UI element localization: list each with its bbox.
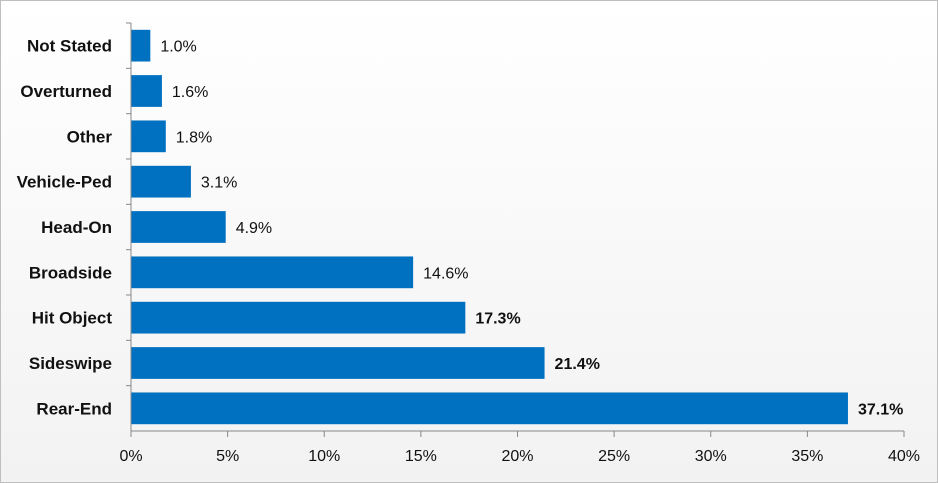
bar-hit-object [131,301,466,334]
bar-other [131,120,166,153]
category-label-sideswipe: Sideswipe [29,354,112,373]
category-label-vehicle-ped: Vehicle-Ped [17,173,112,192]
x-tick-label-25: 25% [598,448,630,465]
value-label-overturned: 1.6% [172,84,208,101]
bar-sideswipe [131,347,545,379]
x-tick-label-0: 0% [119,448,142,465]
labels-group: Not Stated 1.0% Overturned 1.6% Other 1.8% Veh… [17,37,904,419]
x-tick-label-10: 10% [308,448,340,465]
bar-vehicle-ped [131,165,191,198]
bars-group [131,29,848,425]
x-tick-label-5: 5% [216,448,239,465]
value-label-rear-end: 37.1% [858,401,903,418]
axes-group: 0% 5% 10% 15% 20% 25% 30% 35% 40% [119,22,920,465]
x-tick-label-15: 15% [405,448,437,465]
bar-overturned [131,75,162,107]
category-label-rear-end: Rear-End [36,399,112,418]
value-label-vehicle-ped: 3.1% [201,175,237,192]
value-label-hit-object: 17.3% [475,311,520,328]
value-label-head-on: 4.9% [236,220,272,237]
category-label-not-stated: Not Stated [27,37,112,56]
bar-not-stated [131,29,151,62]
x-tick-label-30: 30% [695,448,727,465]
x-tick-label-35: 35% [791,448,823,465]
category-label-broadside: Broadside [29,263,112,282]
category-label-head-on: Head-On [41,218,112,237]
value-label-sideswipe: 21.4% [555,356,600,373]
value-label-other: 1.8% [176,129,212,146]
value-label-broadside: 14.6% [423,265,468,282]
bar-broadside [131,256,414,289]
value-label-not-stated: 1.0% [160,39,196,56]
bar-head-on [131,211,226,243]
category-label-overturned: Overturned [20,82,112,101]
bar-rear-end [131,392,848,425]
x-tick-label-20: 20% [501,448,533,465]
x-tick-label-40: 40% [888,448,920,465]
category-label-other: Other [67,127,113,146]
category-label-hit-object: Hit Object [32,309,113,328]
